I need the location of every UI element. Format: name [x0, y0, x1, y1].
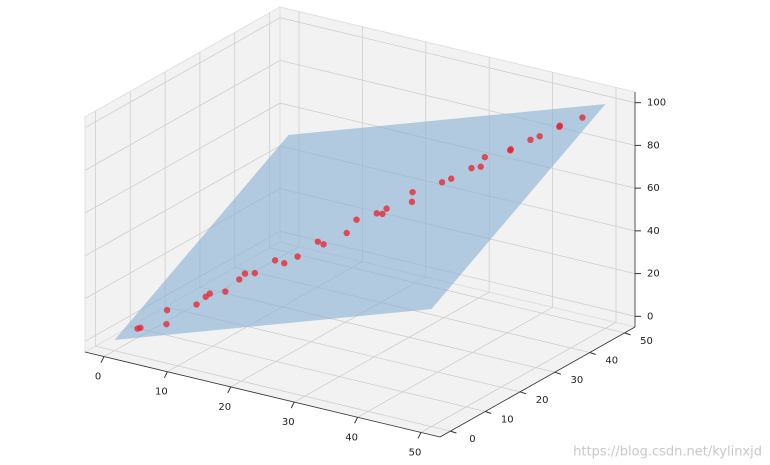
- point: [506, 147, 514, 154]
- y-tick-label: 50: [640, 336, 653, 347]
- point: [163, 320, 170, 328]
- y-tick: [589, 352, 596, 356]
- point: [373, 210, 380, 217]
- y-tick: [519, 391, 527, 395]
- grid-line: [84, 17, 636, 129]
- point: [294, 253, 301, 260]
- y-tick-label: 40: [605, 356, 618, 367]
- point: [556, 123, 563, 131]
- point: [241, 270, 249, 277]
- point: [409, 188, 416, 196]
- point: [343, 229, 350, 237]
- z-tick-label: 0: [647, 311, 653, 322]
- axis-line: [84, 351, 441, 438]
- point: [468, 164, 475, 172]
- z-tick-label: 20: [647, 269, 660, 280]
- grid-line: [95, 111, 451, 432]
- point: [579, 114, 586, 121]
- y-tick-label: 20: [536, 395, 549, 406]
- x-tick: [417, 432, 422, 439]
- y-tick-label: 30: [571, 375, 584, 386]
- point: [251, 269, 259, 277]
- x-tick-label: 20: [218, 402, 231, 413]
- y-tick: [624, 332, 631, 336]
- z-tick-label: 100: [647, 98, 666, 109]
- point: [536, 133, 543, 140]
- point: [236, 276, 243, 283]
- point: [137, 324, 144, 331]
- x-tick: [163, 371, 168, 378]
- x-tick-label: 40: [345, 432, 358, 443]
- point: [222, 288, 229, 295]
- y-tick: [485, 410, 492, 414]
- point: [193, 301, 200, 308]
- x-tick-label: 10: [155, 387, 168, 398]
- point: [314, 238, 322, 245]
- z-tick-label: 60: [647, 183, 660, 194]
- x-tick: [227, 386, 232, 394]
- watermark: https://blog.csdn.net/kylinxjd: [573, 445, 762, 460]
- point: [379, 210, 386, 218]
- x-tick-label: 50: [409, 447, 422, 458]
- point: [448, 175, 455, 182]
- point: [206, 290, 214, 297]
- x-tick-label: 30: [282, 417, 295, 428]
- point: [320, 241, 327, 248]
- point: [481, 153, 489, 161]
- point: [163, 306, 171, 314]
- point: [408, 198, 416, 206]
- x-tick: [290, 401, 295, 409]
- y-tick: [554, 371, 562, 375]
- z-tick-label: 40: [647, 226, 660, 237]
- grid-line: [420, 87, 617, 433]
- point: [353, 216, 360, 223]
- point: [527, 136, 534, 144]
- x-tick: [354, 417, 359, 424]
- z-tick-label: 80: [647, 140, 660, 151]
- y-tick-label: 0: [469, 434, 475, 445]
- point: [281, 260, 288, 267]
- point: [271, 257, 279, 264]
- x-tick: [100, 356, 105, 363]
- y-tick: [450, 430, 457, 434]
- axis-line: [439, 326, 636, 438]
- y-tick-label: 10: [501, 414, 514, 425]
- x-tick-label: 0: [95, 372, 101, 383]
- point: [438, 179, 446, 186]
- point: [477, 163, 484, 170]
- point: [383, 205, 390, 212]
